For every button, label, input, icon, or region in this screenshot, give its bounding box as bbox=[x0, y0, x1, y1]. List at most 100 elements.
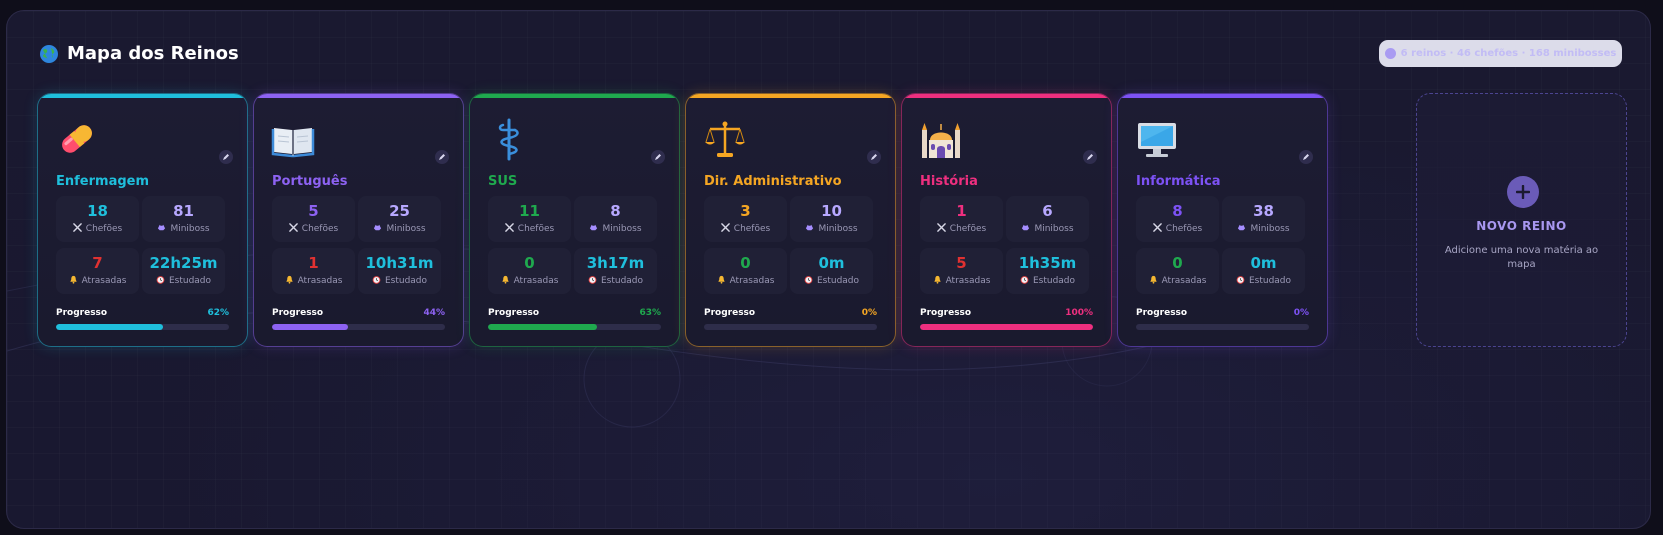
kingdom-card[interactable]: História 1 Chefões 6 Miniboss 5 Atrasadas 1h35m… bbox=[901, 93, 1112, 347]
clock-icon bbox=[804, 275, 813, 288]
edit-button[interactable] bbox=[219, 150, 233, 164]
stat-atrasadas: 1 Atrasadas bbox=[272, 248, 355, 294]
pencil-icon bbox=[223, 154, 229, 160]
edit-button[interactable] bbox=[867, 150, 881, 164]
book-icon bbox=[270, 116, 316, 162]
stat-miniboss: 6 Miniboss bbox=[1006, 196, 1089, 242]
progress-label: Progresso bbox=[920, 308, 972, 318]
swords-icon bbox=[504, 223, 514, 236]
progress-bar bbox=[272, 324, 445, 330]
chefoes-label: Chefões bbox=[733, 224, 771, 234]
atrasadas-value: 0 bbox=[1172, 254, 1183, 272]
progress-bar bbox=[704, 324, 877, 330]
new-kingdom-card[interactable]: NOVO REINO Adicione uma nova matéria ao … bbox=[1416, 93, 1627, 347]
pill-icon bbox=[54, 116, 100, 162]
miniboss-label: Miniboss bbox=[1034, 224, 1074, 234]
atrasadas-label: Atrasadas bbox=[1161, 276, 1207, 286]
stat-chefoes: 1 Chefões bbox=[920, 196, 1003, 242]
swords-icon bbox=[288, 223, 298, 236]
kingdom-name: Dir. Administrativo bbox=[704, 174, 842, 189]
atrasadas-value: 0 bbox=[524, 254, 535, 272]
miniboss-value: 25 bbox=[389, 202, 410, 220]
progress-label: Progresso bbox=[56, 308, 108, 318]
estudado-label: Estudado bbox=[384, 276, 428, 286]
estudado-value: 0m bbox=[818, 254, 845, 272]
edit-button[interactable] bbox=[1299, 150, 1313, 164]
kingdom-name: SUS bbox=[488, 174, 518, 189]
progress-fill bbox=[920, 324, 1093, 330]
stat-estudado: 10h31m Estudado bbox=[358, 248, 441, 294]
stat-atrasadas: 7 Atrasadas bbox=[56, 248, 139, 294]
miniboss-value: 8 bbox=[610, 202, 621, 220]
page-title: Mapa dos Reinos bbox=[67, 43, 239, 64]
swords-icon bbox=[720, 223, 730, 236]
miniboss-value: 10 bbox=[821, 202, 842, 220]
clock-icon bbox=[156, 275, 165, 288]
globe-icon bbox=[40, 44, 58, 63]
stat-miniboss: 25 Miniboss bbox=[358, 196, 441, 242]
estudado-label: Estudado bbox=[600, 276, 644, 286]
estudado-label: Estudado bbox=[1032, 276, 1076, 286]
atrasadas-value: 5 bbox=[956, 254, 967, 272]
stat-atrasadas: 0 Atrasadas bbox=[1136, 248, 1219, 294]
kingdom-card[interactable]: Informática 8 Chefões 38 Miniboss 0 Atrasadas 0… bbox=[1117, 93, 1328, 347]
chefoes-label: Chefões bbox=[949, 224, 987, 234]
miniboss-label: Miniboss bbox=[602, 224, 642, 234]
estudado-value: 22h25m bbox=[149, 254, 218, 272]
kingdom-card[interactable]: Português 5 Chefões 25 Miniboss 1 Atrasadas 10h… bbox=[253, 93, 464, 347]
monster-icon bbox=[157, 223, 166, 236]
progress-percent: 63% bbox=[639, 308, 661, 318]
progress-label: Progresso bbox=[488, 308, 540, 318]
estudado-label: Estudado bbox=[168, 276, 212, 286]
bell-icon bbox=[717, 275, 726, 288]
card-accent-bar bbox=[686, 94, 895, 98]
progress-percent: 44% bbox=[423, 308, 445, 318]
card-accent-bar bbox=[902, 94, 1111, 98]
scales-icon bbox=[702, 116, 748, 162]
atrasadas-label: Atrasadas bbox=[297, 276, 343, 286]
chefoes-value: 18 bbox=[87, 202, 108, 220]
miniboss-label: Miniboss bbox=[1250, 224, 1290, 234]
progress-fill bbox=[488, 324, 597, 330]
progress-bar bbox=[488, 324, 661, 330]
atrasadas-value: 0 bbox=[740, 254, 751, 272]
chefoes-value: 5 bbox=[308, 202, 319, 220]
kingdom-card[interactable]: SUS 11 Chefões 8 Miniboss 0 Atrasadas 3h17m Estu… bbox=[469, 93, 680, 347]
monster-icon bbox=[373, 223, 382, 236]
progress-percent: 100% bbox=[1065, 308, 1093, 318]
atrasadas-value: 1 bbox=[308, 254, 319, 272]
kingdom-name: Informática bbox=[1136, 174, 1221, 189]
caduceus-icon bbox=[486, 116, 532, 162]
monster-icon bbox=[805, 223, 814, 236]
progress-label: Progresso bbox=[1136, 308, 1188, 318]
card-accent-bar bbox=[38, 94, 247, 98]
stat-estudado: 3h17m Estudado bbox=[574, 248, 657, 294]
progress-label: Progresso bbox=[272, 308, 324, 318]
kingdom-card[interactable]: Dir. Administrativo 3 Chefões 10 Miniboss 0 At… bbox=[685, 93, 896, 347]
stat-estudado: 22h25m Estudado bbox=[142, 248, 225, 294]
atrasadas-value: 7 bbox=[92, 254, 103, 272]
stat-chefoes: 8 Chefões bbox=[1136, 196, 1219, 242]
edit-button[interactable] bbox=[1083, 150, 1097, 164]
miniboss-value: 81 bbox=[173, 202, 194, 220]
card-accent-bar bbox=[470, 94, 679, 98]
chefoes-label: Chefões bbox=[85, 224, 123, 234]
kingdom-name: Enfermagem bbox=[56, 174, 150, 189]
stat-miniboss: 8 Miniboss bbox=[574, 196, 657, 242]
chefoes-value: 3 bbox=[740, 202, 751, 220]
chefoes-value: 11 bbox=[519, 202, 540, 220]
edit-button[interactable] bbox=[435, 150, 449, 164]
chefoes-label: Chefões bbox=[1165, 224, 1203, 234]
summary-badge: 6 reinos · 46 chefões · 168 minibosses bbox=[1379, 40, 1622, 67]
kingdom-card[interactable]: Enfermagem 18 Chefões 81 Miniboss 7 Atrasadas 2… bbox=[37, 93, 248, 347]
stat-miniboss: 38 Miniboss bbox=[1222, 196, 1305, 242]
atrasadas-label: Atrasadas bbox=[945, 276, 991, 286]
bell-icon bbox=[285, 275, 294, 288]
clock-icon bbox=[588, 275, 597, 288]
progress-percent: 0% bbox=[861, 308, 877, 318]
bell-icon bbox=[1149, 275, 1158, 288]
atrasadas-label: Atrasadas bbox=[81, 276, 127, 286]
pencil-icon bbox=[655, 154, 661, 160]
plus-icon[interactable] bbox=[1507, 176, 1539, 208]
edit-button[interactable] bbox=[651, 150, 665, 164]
